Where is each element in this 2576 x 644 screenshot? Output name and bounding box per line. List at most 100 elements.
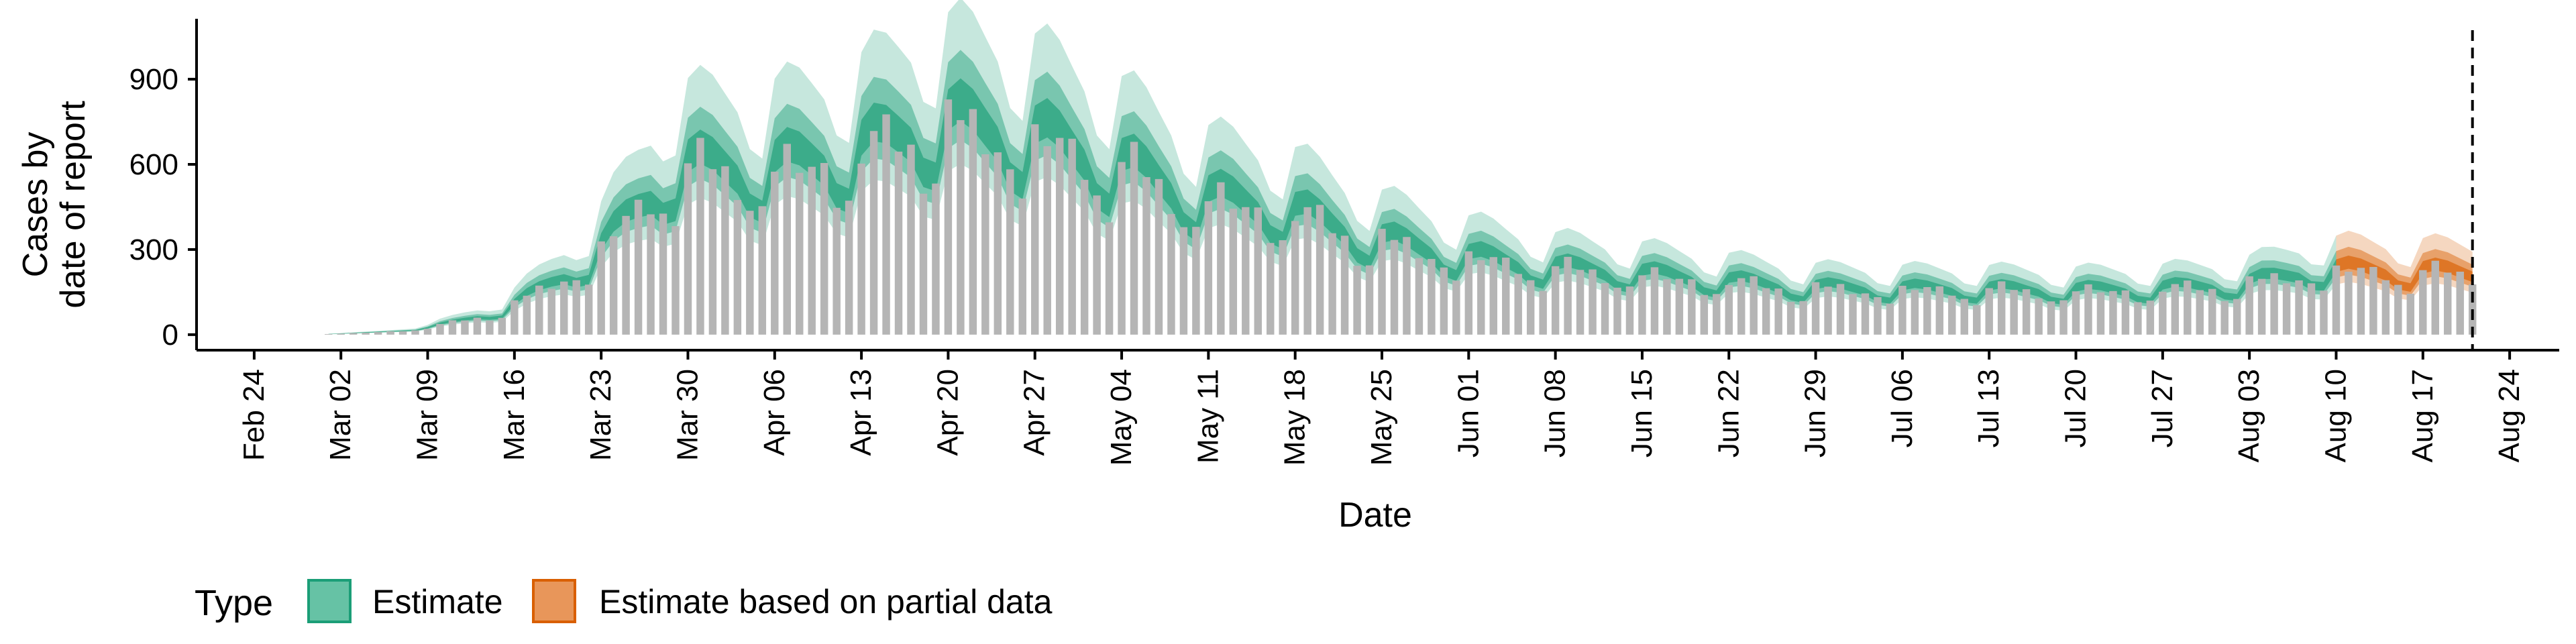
legend-label-estimate: Estimate bbox=[372, 583, 503, 621]
reported-cases-bar bbox=[1811, 282, 1820, 335]
reported-cases-bar bbox=[1068, 138, 1076, 335]
reported-cases-bar bbox=[857, 163, 865, 335]
reported-cases-bar bbox=[1390, 239, 1399, 335]
reported-cases-bar bbox=[349, 333, 358, 335]
reported-cases-bar bbox=[2146, 301, 2155, 335]
y-tick-label: 900 bbox=[129, 63, 178, 96]
reported-cases-bar bbox=[1254, 207, 1262, 335]
reported-cases-bar bbox=[2022, 289, 2031, 335]
reported-cases-bar bbox=[2159, 291, 2167, 335]
y-tick-label: 0 bbox=[162, 319, 178, 352]
x-tick-label: Jul 27 bbox=[2146, 369, 2179, 447]
reported-cases-bar bbox=[2332, 265, 2341, 335]
reported-cases-bar bbox=[362, 333, 370, 335]
reported-cases-bar bbox=[1316, 205, 1324, 335]
x-tick-label: Jul 13 bbox=[1972, 369, 2005, 447]
x-tick-label: Mar 09 bbox=[411, 369, 444, 461]
reported-cases-bar bbox=[1217, 182, 1225, 335]
reported-cases-bar bbox=[981, 154, 989, 335]
reported-cases-bar bbox=[597, 241, 605, 335]
reported-cases-bar bbox=[1750, 276, 1758, 335]
reported-cases-bar bbox=[1118, 162, 1126, 335]
estimate-band-mid bbox=[328, 50, 2337, 335]
reported-cases-bar bbox=[2010, 290, 2018, 335]
reported-cases-bar bbox=[894, 152, 903, 335]
reported-cases-bar bbox=[1663, 279, 1671, 335]
x-tick-label: Apr 27 bbox=[1018, 369, 1051, 456]
reported-cases-bar bbox=[1477, 260, 1485, 335]
reported-cases-bar bbox=[1502, 258, 1510, 335]
reported-cases-bar bbox=[498, 317, 506, 335]
reported-cases-bar bbox=[733, 200, 742, 335]
x-tick-label: Jul 06 bbox=[1886, 369, 1919, 447]
reported-cases-bar bbox=[1799, 301, 1807, 335]
reported-cases-bar bbox=[2419, 270, 2427, 335]
legend-title: Type bbox=[195, 583, 273, 623]
y-axis-title-line-2: date of report bbox=[54, 101, 93, 309]
reported-cases-bar bbox=[882, 114, 890, 335]
reported-cases-bar bbox=[994, 152, 1002, 335]
reported-cases-bar bbox=[758, 206, 767, 335]
reported-cases-bar bbox=[2282, 283, 2291, 335]
reported-cases-bar bbox=[2320, 290, 2328, 335]
reported-cases-bar bbox=[1601, 282, 1609, 335]
reported-cases-bar bbox=[1204, 201, 1213, 335]
reported-cases-bar bbox=[845, 201, 853, 335]
reported-cases-bar bbox=[1464, 251, 1473, 335]
reported-cases-bar bbox=[2233, 299, 2241, 335]
reported-cases-bar bbox=[1328, 233, 1336, 335]
x-tick-label: Apr 06 bbox=[758, 369, 791, 456]
reported-cases-bar bbox=[1403, 237, 1411, 335]
legend-key-partial bbox=[532, 579, 576, 623]
reported-cases-bar bbox=[2295, 280, 2303, 335]
x-tick-label: May 18 bbox=[1279, 369, 1311, 466]
x-tick-label: Jun 22 bbox=[1712, 369, 1745, 458]
reported-cases-bar bbox=[2084, 284, 2092, 335]
reported-cases-bar bbox=[398, 331, 407, 335]
reported-cases-bar bbox=[907, 144, 915, 335]
reported-cases-bar bbox=[1526, 280, 1535, 335]
reported-cases-bar bbox=[1886, 303, 1894, 335]
reported-cases-bar bbox=[1786, 302, 1795, 335]
reported-cases-bar bbox=[2184, 280, 2192, 335]
reported-cases-bar bbox=[436, 323, 444, 335]
x-tick-label: Feb 24 bbox=[237, 369, 270, 461]
reported-cases-bar bbox=[1192, 227, 1200, 335]
reported-cases-bar bbox=[796, 172, 804, 335]
reported-cases-bar bbox=[2121, 290, 2130, 335]
x-tick-label: Mar 02 bbox=[324, 369, 357, 461]
reported-cases-bar bbox=[1155, 178, 1163, 335]
reported-cases-bar bbox=[2369, 266, 2377, 335]
reported-cases-bar bbox=[1142, 177, 1150, 335]
reported-cases-bar bbox=[2381, 280, 2390, 335]
reported-cases-bar bbox=[1452, 280, 1460, 335]
reported-cases-bar bbox=[1650, 267, 1659, 335]
reported-cases-bar bbox=[746, 211, 754, 335]
reported-cases-bar bbox=[808, 166, 816, 335]
reported-cases-bar bbox=[1589, 269, 1597, 335]
reported-cases-bar bbox=[1638, 275, 1646, 335]
reported-cases-bar bbox=[1279, 240, 1287, 335]
y-axis-title: Cases by date of report bbox=[16, 101, 93, 309]
reported-cases-bar bbox=[1179, 227, 1188, 335]
x-tick-label: May 11 bbox=[1191, 369, 1224, 464]
reported-cases-bar bbox=[1489, 257, 1497, 335]
reported-cases-bar bbox=[325, 333, 333, 335]
reported-cases-bar bbox=[634, 199, 643, 335]
reported-cases-bar bbox=[1960, 299, 1968, 335]
reported-cases-bar bbox=[473, 317, 482, 335]
reported-cases-bar bbox=[1774, 288, 1782, 335]
reported-cases-bar bbox=[2134, 302, 2142, 335]
reported-cases-bar bbox=[1824, 286, 1832, 335]
axes: 0 300 600 900 Feb 24 Mar 02 Mar 09 Mar 16 Mar 23… bbox=[129, 19, 2559, 466]
reported-cases-bar bbox=[1055, 138, 1064, 335]
reported-cases-bar bbox=[1130, 142, 1138, 335]
reported-cases-bar bbox=[1006, 169, 1014, 335]
legend-label-partial: Estimate based on partial data bbox=[599, 583, 1053, 621]
reported-cases-bar bbox=[1737, 278, 1746, 335]
reported-cases-bar bbox=[1935, 286, 1944, 335]
reported-cases-bar bbox=[386, 331, 394, 335]
reported-cases-bar bbox=[584, 284, 593, 335]
reported-cases-bar bbox=[708, 169, 717, 335]
x-tick-label: Jun 08 bbox=[1539, 369, 1572, 458]
